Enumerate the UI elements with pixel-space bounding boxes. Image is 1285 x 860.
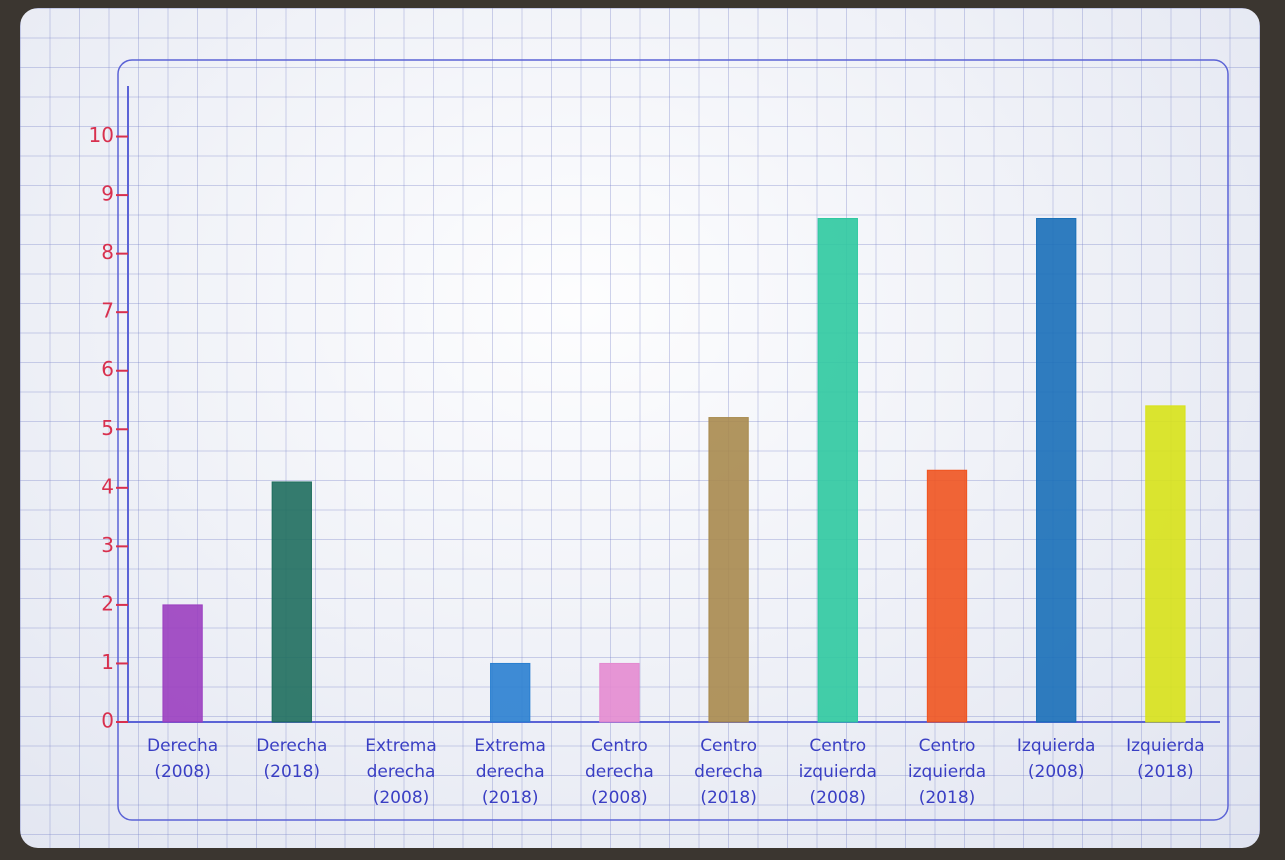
bar bbox=[162, 604, 203, 723]
label-line: Izquierda bbox=[1017, 736, 1096, 756]
y-tick-label: 3 bbox=[101, 533, 114, 557]
x-tick-label: Derecha (2018) bbox=[256, 736, 327, 782]
bar bbox=[817, 218, 858, 723]
x-tick-label: Centro izquierda (2008) bbox=[799, 736, 877, 808]
label-line: (2008) bbox=[154, 762, 211, 782]
label-line: derecha bbox=[585, 762, 654, 782]
y-tick-label: 6 bbox=[101, 357, 114, 381]
label-line: (2008) bbox=[810, 788, 867, 808]
x-tick-label: Extrema derecha (2008) bbox=[365, 736, 437, 808]
x-tick-label: Centro izquierda (2018) bbox=[908, 736, 986, 808]
x-tick-label: Izquierda (2008) bbox=[1017, 736, 1096, 782]
bar bbox=[1145, 405, 1186, 723]
label-line: Extrema bbox=[365, 736, 437, 756]
label-line: derecha bbox=[694, 762, 763, 782]
y-tick-label: 4 bbox=[101, 474, 114, 498]
x-tick-label: Extrema derecha (2018) bbox=[474, 736, 546, 808]
label-line: (2018) bbox=[700, 788, 757, 808]
frame bbox=[117, 59, 1229, 821]
x-tick-label: Centro derecha (2008) bbox=[585, 736, 654, 808]
y-tick-label: 0 bbox=[101, 709, 114, 733]
label-line: Derecha bbox=[147, 736, 218, 756]
y-tick-label: 10 bbox=[89, 123, 114, 147]
label-line: izquierda bbox=[908, 762, 986, 782]
x-tick-label: Izquierda (2018) bbox=[1126, 736, 1205, 782]
bar bbox=[926, 469, 968, 723]
label-line: Extrema bbox=[474, 736, 546, 756]
label-line: derecha bbox=[367, 762, 436, 782]
y-tick-label: 1 bbox=[101, 650, 114, 674]
label-line: Izquierda bbox=[1126, 736, 1205, 756]
y-tick-label: 5 bbox=[101, 416, 114, 440]
label-line: (2018) bbox=[482, 788, 539, 808]
label-line: Centro bbox=[591, 736, 648, 756]
label-line: derecha bbox=[476, 762, 545, 782]
y-tick-label: 9 bbox=[101, 182, 114, 206]
bar bbox=[1036, 218, 1077, 723]
label-line: (2008) bbox=[373, 788, 430, 808]
label-line: (2018) bbox=[264, 762, 321, 782]
bar bbox=[708, 417, 749, 723]
bar bbox=[599, 662, 640, 723]
label-line: Derecha bbox=[256, 736, 327, 756]
label-line: (2008) bbox=[591, 788, 648, 808]
label-line: (2018) bbox=[1137, 762, 1194, 782]
x-tick-label: Centro derecha (2018) bbox=[694, 736, 763, 808]
label-line: (2008) bbox=[1028, 762, 1085, 782]
label-line: Centro bbox=[809, 736, 866, 756]
label-line: Centro bbox=[700, 736, 757, 756]
x-tick-label: Derecha (2008) bbox=[147, 736, 218, 782]
label-line: izquierda bbox=[799, 762, 877, 782]
y-tick-label: 7 bbox=[101, 299, 114, 323]
y-tick-label: 2 bbox=[101, 591, 114, 615]
label-line: Centro bbox=[919, 736, 976, 756]
label-line: (2018) bbox=[919, 788, 976, 808]
bar bbox=[490, 662, 531, 723]
y-tick-label: 8 bbox=[101, 240, 114, 264]
bar bbox=[271, 481, 312, 723]
